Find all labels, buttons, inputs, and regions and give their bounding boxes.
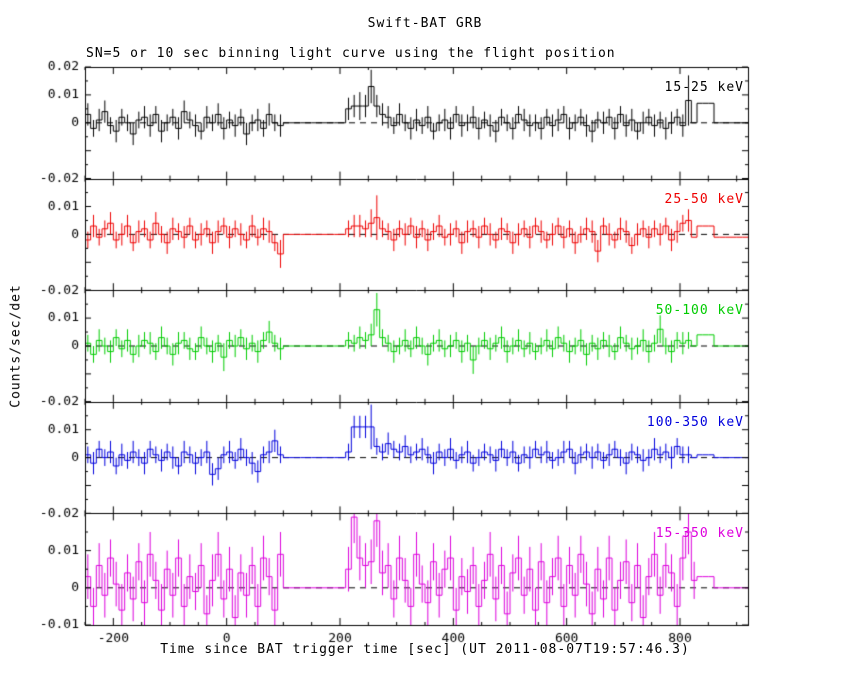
panel-label-25-50-kev: 25-50 keV (664, 192, 744, 207)
panel-label-15-25-kev: 15-25 keV (664, 80, 744, 95)
panel-label-100-350-kev: 100-350 keV (646, 415, 744, 430)
chart-subtitle: SN=5 or 10 sec binning light curve using… (86, 46, 616, 61)
y-axis-label: Counts/sec/det (8, 284, 24, 408)
x-axis-label: Time since BAT trigger time [sec] (UT 20… (160, 642, 690, 657)
panel-label-50-100-kev: 50-100 keV (655, 303, 744, 318)
chart-title: Swift-BAT GRB (367, 16, 483, 31)
panel-label-15-350-kev: 15-350 keV (655, 526, 744, 541)
